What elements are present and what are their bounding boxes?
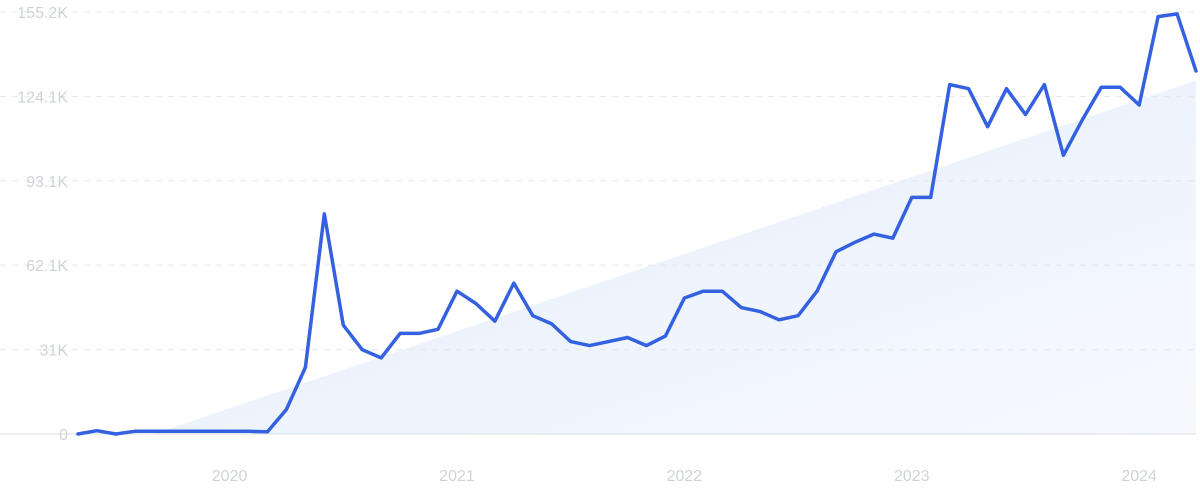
- x-tick-label: 2024: [1121, 468, 1157, 485]
- series-line-layer: [76, 12, 1198, 436]
- y-tick-label: 0: [59, 427, 68, 444]
- x-tick-label: 2023: [894, 468, 930, 485]
- y-axis-ticks: 0 31K 62.1K 93.1K 124.1K 155.2K: [17, 5, 68, 444]
- y-tick-label: 93.1K: [26, 174, 68, 191]
- trend-area: [153, 80, 1196, 434]
- y-tick-label: 62.1K: [26, 258, 68, 275]
- grid-layer: [0, 11, 1196, 435]
- x-tick-label: 2021: [439, 468, 475, 485]
- y-tick-label: 31K: [40, 343, 69, 360]
- x-tick-label: 2020: [212, 468, 248, 485]
- x-axis-ticks: 2020 2021 2022 2023 2024: [212, 468, 1157, 485]
- trend-area-layer: [153, 80, 1196, 434]
- y-tick-label: 124.1K: [17, 90, 68, 107]
- series-line: [76, 12, 1198, 436]
- x-tick-label: 2022: [667, 468, 703, 485]
- y-tick-label: 155.2K: [17, 5, 68, 22]
